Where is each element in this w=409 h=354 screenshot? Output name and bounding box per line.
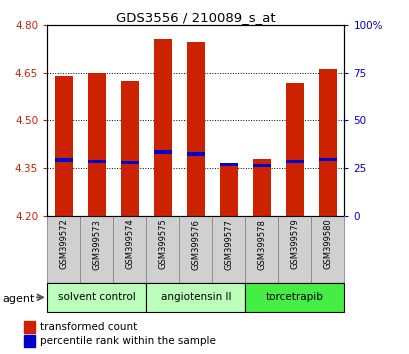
Bar xyxy=(179,216,212,283)
Text: GSM399577: GSM399577 xyxy=(224,219,233,269)
Bar xyxy=(47,216,80,283)
Bar xyxy=(88,73,106,216)
Bar xyxy=(88,160,106,164)
Bar xyxy=(186,42,204,216)
Bar xyxy=(212,216,245,283)
Bar xyxy=(24,321,35,333)
Bar xyxy=(113,216,146,283)
Text: GSM399579: GSM399579 xyxy=(290,219,299,269)
Bar xyxy=(120,81,139,216)
Text: GSM399572: GSM399572 xyxy=(59,219,68,269)
Bar xyxy=(278,216,310,283)
Bar xyxy=(252,164,270,167)
Bar xyxy=(54,76,72,216)
Bar xyxy=(245,216,278,283)
Text: solvent control: solvent control xyxy=(58,292,135,302)
Bar xyxy=(47,283,146,312)
Bar xyxy=(245,283,344,312)
Text: GSM399580: GSM399580 xyxy=(323,219,332,269)
Text: GSM399573: GSM399573 xyxy=(92,219,101,269)
Text: angiotensin II: angiotensin II xyxy=(160,292,230,302)
Bar xyxy=(318,69,336,216)
Bar xyxy=(219,162,237,166)
Bar xyxy=(146,216,179,283)
Bar xyxy=(146,283,245,312)
Bar xyxy=(318,158,336,161)
Title: GDS3556 / 210089_s_at: GDS3556 / 210089_s_at xyxy=(116,11,275,24)
Bar xyxy=(252,159,270,216)
Bar xyxy=(219,164,237,216)
Text: GSM399574: GSM399574 xyxy=(125,219,134,269)
Bar xyxy=(153,39,171,216)
Bar xyxy=(24,335,35,347)
Bar xyxy=(186,152,204,155)
Bar xyxy=(80,216,113,283)
Bar xyxy=(285,83,303,216)
Text: torcetrapib: torcetrapib xyxy=(265,292,323,302)
Bar xyxy=(310,216,344,283)
Text: agent: agent xyxy=(2,294,34,304)
Bar xyxy=(54,159,72,162)
Text: transformed count: transformed count xyxy=(40,322,137,332)
Bar xyxy=(285,160,303,164)
Text: percentile rank within the sample: percentile rank within the sample xyxy=(40,336,216,346)
Text: GSM399576: GSM399576 xyxy=(191,219,200,269)
Bar xyxy=(120,161,139,164)
Text: GSM399578: GSM399578 xyxy=(257,219,266,269)
Bar xyxy=(153,150,171,154)
Text: GSM399575: GSM399575 xyxy=(158,219,167,269)
